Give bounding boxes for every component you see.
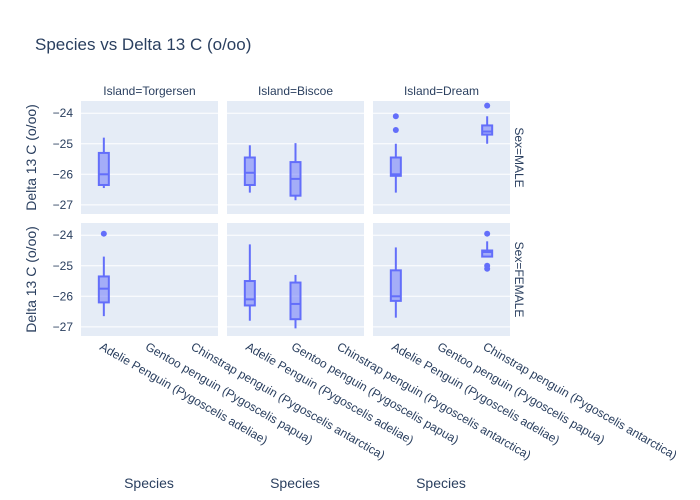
- y-tick-label: −24: [53, 228, 74, 242]
- box-outlier-point: [392, 127, 399, 134]
- x-axis-title-2: Species: [416, 475, 466, 491]
- box-iqr: [389, 156, 402, 177]
- box-outlier-point: [100, 230, 107, 237]
- box-iqr: [243, 156, 256, 186]
- y-axis-title-0: Delta 13 C (o/oo): [23, 104, 39, 211]
- y-tick-label: −25: [53, 137, 74, 151]
- box-iqr: [481, 124, 494, 136]
- y-tick-label: −27: [53, 198, 74, 212]
- box-outlier-point: [484, 102, 491, 109]
- facet-col-label-1: Island=Biscoe: [258, 84, 333, 98]
- facet-row-label-1: Sex=FEMALE: [512, 242, 526, 318]
- box-outlier-point: [484, 230, 491, 237]
- y-tick-label: −24: [53, 106, 74, 120]
- facet-col-label-2: Island=Dream: [404, 84, 479, 98]
- box-iqr: [289, 281, 302, 321]
- box-outlier-point: [392, 113, 399, 120]
- chart-title: Species vs Delta 13 C (o/oo): [35, 35, 251, 54]
- y-axis-title-1: Delta 13 C (o/oo): [23, 226, 39, 333]
- box-iqr: [97, 151, 110, 186]
- box-outlier-point: [484, 265, 491, 272]
- facet-row-label-0: Sex=MALE: [512, 127, 526, 187]
- box-iqr: [481, 249, 494, 258]
- box-iqr: [389, 269, 402, 302]
- x-axis-title-0: Species: [124, 475, 174, 491]
- box-iqr: [243, 280, 256, 307]
- y-tick-label: −26: [53, 167, 74, 181]
- y-tick-label: −26: [53, 289, 74, 303]
- x-axis-title-1: Species: [270, 475, 320, 491]
- y-tick-label: −25: [53, 259, 74, 273]
- y-tick-label: −27: [53, 320, 74, 334]
- facet-col-label-0: Island=Torgersen: [103, 84, 195, 98]
